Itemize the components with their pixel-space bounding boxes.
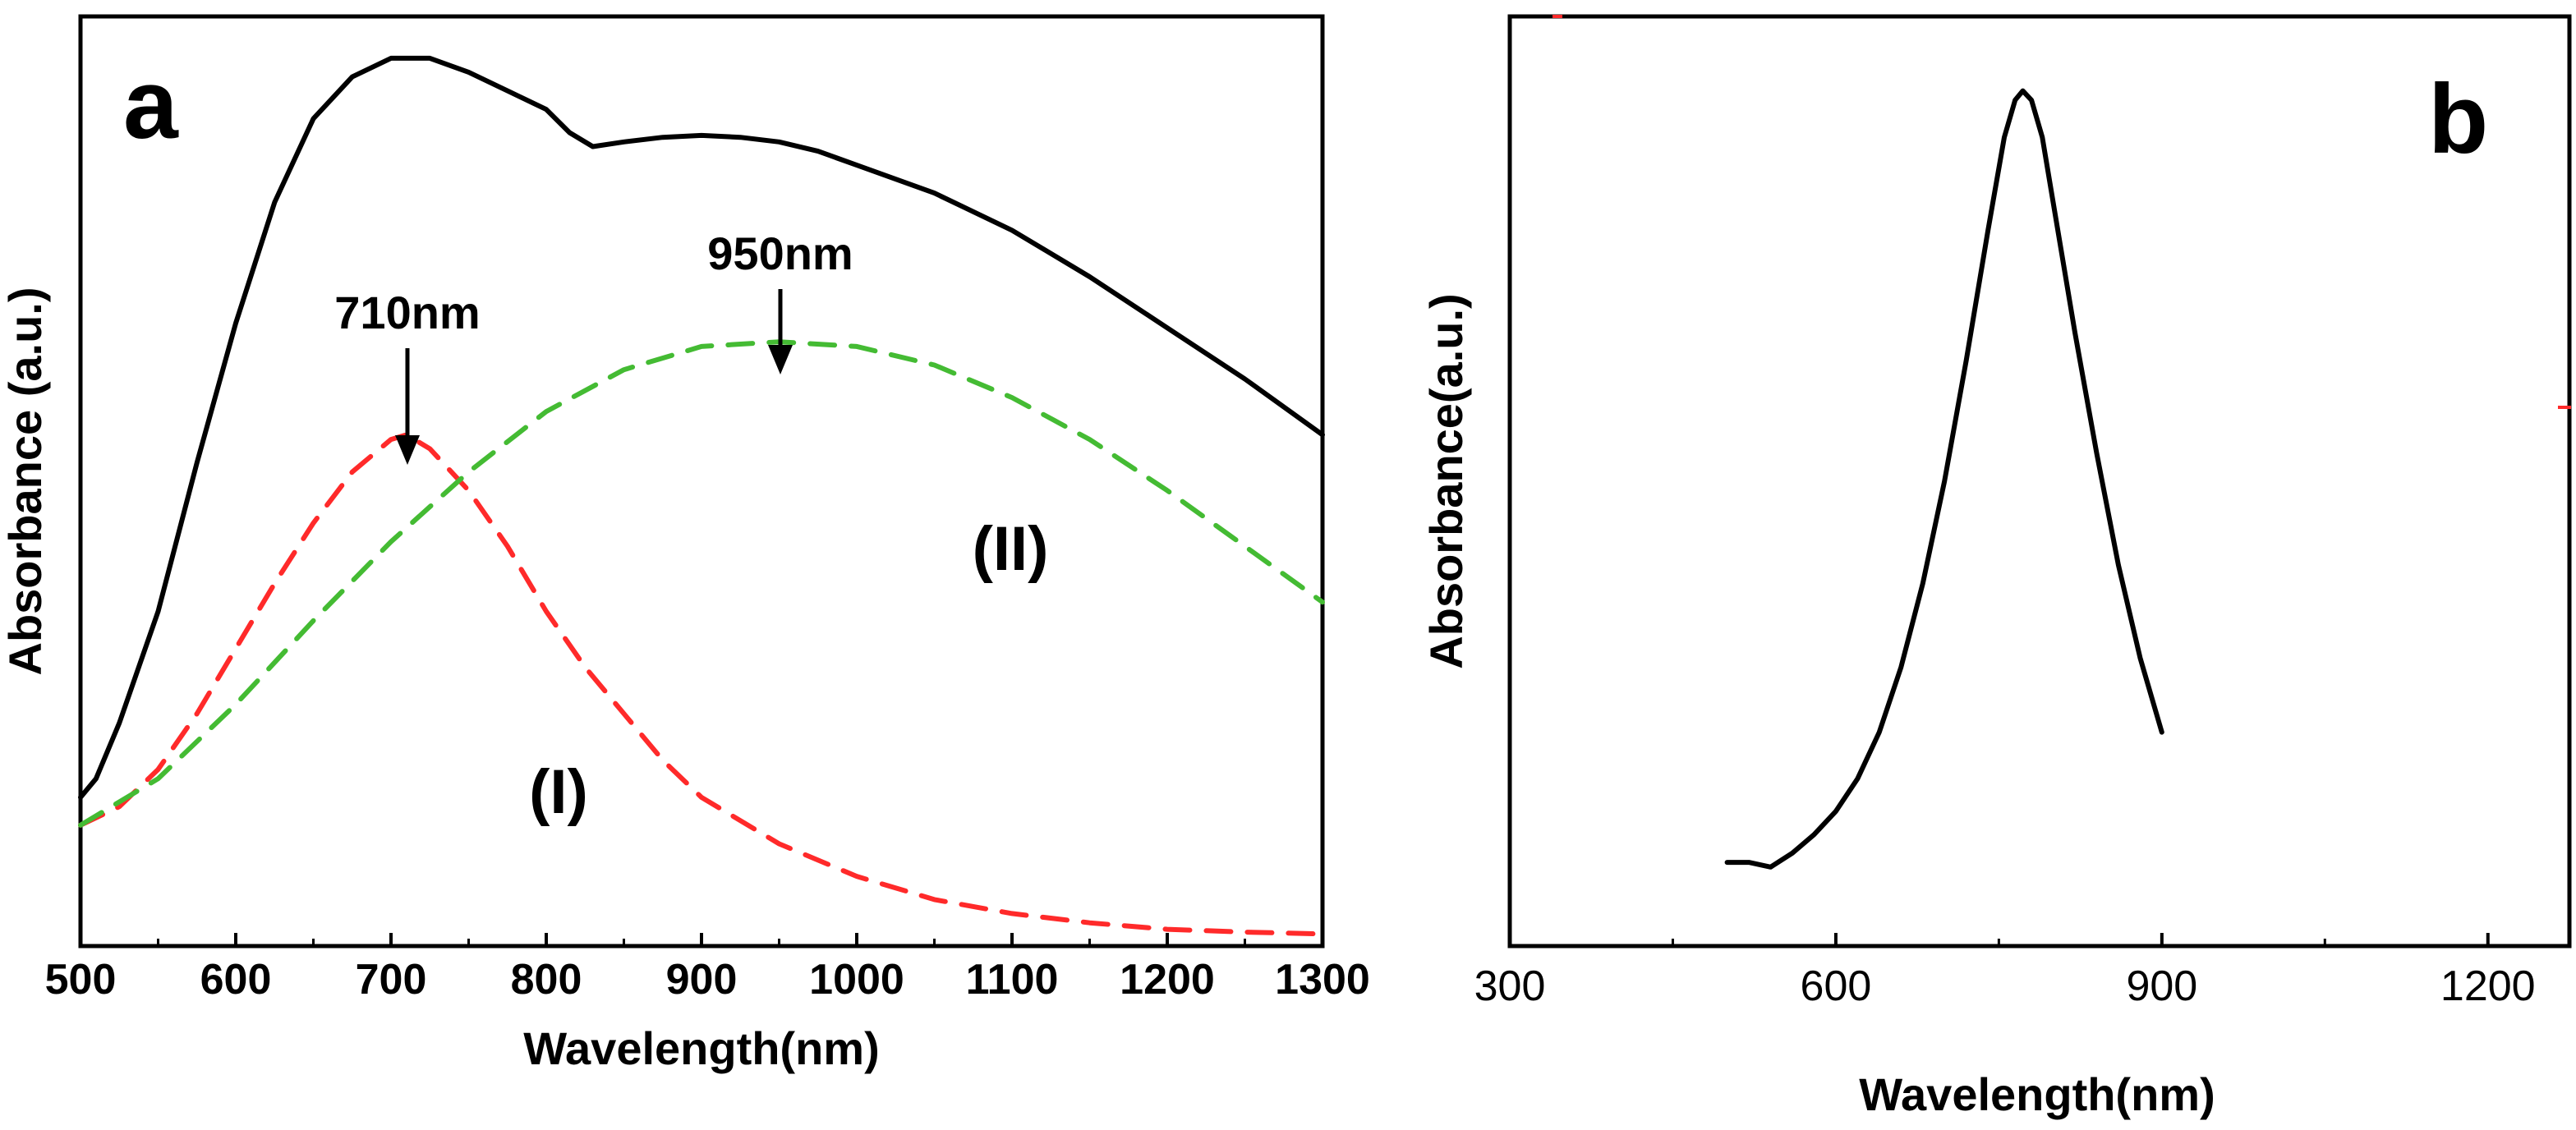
panel-b-letter: b <box>2428 64 2488 174</box>
annotation-710nm: 710nm <box>334 287 480 338</box>
panel-a-y-axis-label: Absorbance (a.u.) <box>0 287 51 676</box>
x-tick-label: 1100 <box>966 956 1059 1004</box>
panel-b-x-tick-labels: 300 600 900 1200 <box>1474 962 2536 1010</box>
panel-b-curves <box>1724 88 2164 870</box>
panel-a-letter: a <box>123 49 179 159</box>
curve-label-I: (I) <box>529 757 588 827</box>
series-measured-line <box>78 55 1325 800</box>
x-tick-label: 1300 <box>1275 956 1370 1004</box>
panel-a-x-tick-labels: 500 600 700 800 900 1000 1100 1200 1300 <box>45 956 1370 1004</box>
panel-a-curves <box>78 55 1325 937</box>
panel-b-x-axis-label: Wavelength(nm) <box>1859 1068 2215 1120</box>
series-i-line <box>78 432 1325 937</box>
annotation-950nm: 950nm <box>707 227 853 279</box>
series-spectrum-line <box>1724 88 2164 870</box>
series-ii-line <box>78 339 1325 828</box>
panel-a: a 500 600 700 800 900 1000 1100 1200 1300 Wavele… <box>0 14 1370 1074</box>
panel-a-x-axis-label: Wavelength(nm) <box>523 1022 879 1074</box>
x-tick-label: 900 <box>666 956 738 1004</box>
x-tick-label: 500 <box>45 956 117 1004</box>
x-tick-label: 300 <box>1474 962 1546 1010</box>
x-tick-label: 600 <box>1801 962 1872 1010</box>
x-tick-label: 1200 <box>1120 956 1215 1004</box>
x-tick-label: 800 <box>511 956 582 1004</box>
curve-label-II: (II) <box>973 514 1049 584</box>
x-tick-label: 700 <box>356 956 427 1004</box>
x-tick-label: 1000 <box>809 956 904 1004</box>
arrow-710nm <box>395 348 420 465</box>
panel-b: b 300 600 900 1200 Wavelength(nm) Absorbanc… <box>1420 14 2572 1120</box>
x-tick-label: 900 <box>2126 962 2197 1010</box>
x-tick-label: 600 <box>200 956 272 1004</box>
x-tick-label: 1200 <box>2440 962 2536 1010</box>
panel-b-x-ticks <box>1508 933 2490 946</box>
panel-b-y-axis-label: Absorbance(a.u.) <box>1420 293 1472 668</box>
panel-a-x-ticks <box>79 933 1324 946</box>
panel-a-frame <box>78 14 1325 949</box>
panel-b-frame <box>1507 14 2572 949</box>
arrow-950nm <box>768 289 793 374</box>
